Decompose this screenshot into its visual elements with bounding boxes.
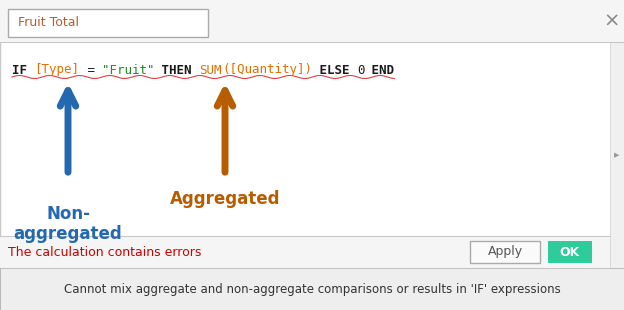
Bar bbox=[470, 241, 540, 263]
Text: Aggregated: Aggregated bbox=[170, 190, 280, 208]
Text: Apply: Apply bbox=[487, 246, 522, 259]
Text: Cannot mix aggregate and non-aggregate comparisons or results in 'IF' expression: Cannot mix aggregate and non-aggregate c… bbox=[64, 282, 560, 295]
Text: [Type]: [Type] bbox=[34, 64, 79, 77]
Bar bbox=[0, 236, 610, 268]
Text: Non-
aggregated: Non- aggregated bbox=[14, 205, 122, 243]
Text: ×: × bbox=[604, 11, 620, 30]
Text: ([Quantity]): ([Quantity]) bbox=[222, 64, 312, 77]
Text: "Fruit": "Fruit" bbox=[102, 64, 155, 77]
Text: IF: IF bbox=[12, 64, 34, 77]
Text: The calculation contains errors: The calculation contains errors bbox=[8, 246, 202, 259]
Text: ▶: ▶ bbox=[614, 152, 620, 158]
Text: Fruit Total: Fruit Total bbox=[18, 16, 79, 29]
Text: 0: 0 bbox=[357, 64, 364, 77]
Text: OK: OK bbox=[560, 246, 580, 259]
Text: SUM: SUM bbox=[200, 64, 222, 77]
Text: END: END bbox=[364, 64, 394, 77]
Bar bbox=[0, 268, 624, 310]
Text: ELSE: ELSE bbox=[312, 64, 357, 77]
Bar bbox=[8, 9, 208, 37]
Bar bbox=[610, 42, 624, 268]
Bar bbox=[0, 0, 624, 42]
Text: =: = bbox=[79, 64, 102, 77]
Text: THEN: THEN bbox=[155, 64, 200, 77]
Bar bbox=[548, 241, 592, 263]
